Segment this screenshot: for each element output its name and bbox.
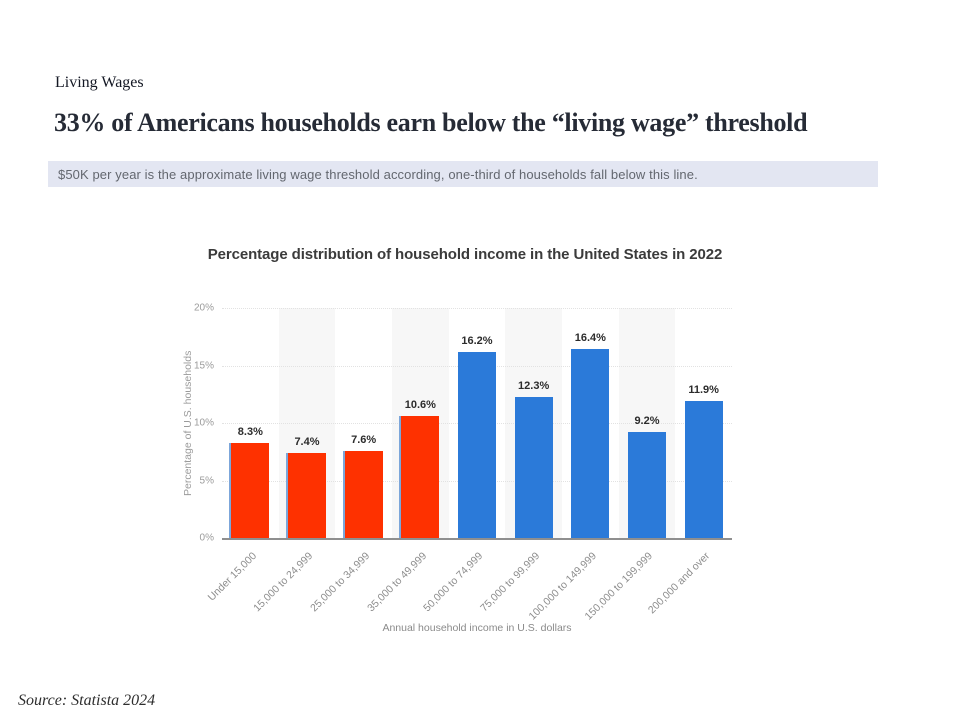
category-slot: 11.9%: [675, 308, 732, 538]
y-tick-label: 5%: [199, 475, 214, 486]
y-tick-label: 10%: [193, 417, 214, 429]
y-tick-label: 20%: [193, 302, 214, 314]
y-tick-label: 0%: [199, 532, 214, 544]
bar-below-threshold: [287, 452, 326, 538]
category-slot: 8.3%: [222, 308, 279, 538]
plot-area: 8.3% Under 15,000 7.4% 15,000 to 24,999 7.6%…: [205, 308, 732, 622]
x-axis-title: Annual household income in U.S. dollars: [382, 622, 572, 634]
category-slot: 7.6%: [335, 308, 392, 538]
bar-value-label: 16.2%: [461, 334, 493, 347]
bar-value-label: 9.2%: [634, 415, 660, 428]
x-tick-label: 75,000 to 99,999: [477, 550, 543, 615]
category-slot: 16.4%: [562, 308, 619, 538]
kicker-label: Living Wages: [55, 74, 144, 91]
bar-above-threshold: [571, 349, 610, 538]
subtitle-text: $50K per year is the approximate living …: [58, 166, 698, 182]
gridline: [222, 308, 732, 309]
bar-value-label: 12.3%: [518, 379, 550, 392]
category-slot: 10.6%: [392, 308, 449, 538]
bar-value-label: 7.4%: [294, 435, 320, 448]
category-slot: 12.3%: [505, 308, 562, 538]
category-slot: 9.2%: [618, 308, 676, 538]
x-tick-label: 15,000 to 24,999: [251, 550, 316, 615]
x-tick-label: 35,000 to 49,999: [364, 550, 429, 615]
bar-below-threshold: [401, 416, 440, 538]
x-tick-label: 25,000 to 34,999: [307, 550, 373, 615]
x-tick-label: 200,000 and over: [645, 550, 713, 617]
y-axis-ticks: 0% 5% 10% 15% 20%: [192, 303, 218, 544]
x-tick-label: Under 15,000: [205, 550, 259, 604]
bar-value-label: 7.6%: [351, 433, 377, 446]
bar-below-threshold: [344, 450, 383, 538]
x-tick-label: 50,000 to 74,999: [421, 550, 486, 615]
bar-value-label: 11.9%: [688, 384, 719, 397]
bar-above-threshold: [627, 432, 666, 538]
y-tick-label: 15%: [193, 360, 214, 371]
subtitle-banner: $50K per year is the approximate living …: [48, 161, 878, 187]
chart-title: Percentage distribution of household inc…: [207, 246, 723, 263]
bar-below-threshold: [231, 442, 270, 538]
bar-above-threshold: [457, 351, 496, 538]
bar-value-label: 8.3%: [237, 425, 263, 438]
bar-above-threshold: [684, 401, 723, 538]
category-slot: 16.2%: [449, 308, 506, 538]
bar-above-threshold: [514, 396, 553, 538]
page-title: 33% of Americans households earn below t…: [54, 108, 808, 137]
bar-value-label: 10.6%: [404, 399, 436, 412]
bar-value-label: 16.4%: [574, 332, 606, 345]
source-attribution: Source: Statista 2024: [18, 692, 156, 709]
